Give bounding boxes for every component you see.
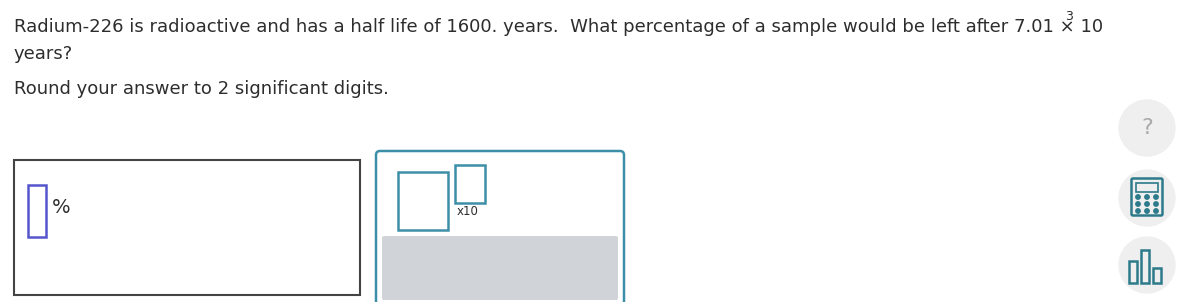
Text: ↺: ↺ (535, 248, 554, 268)
Circle shape (1154, 195, 1158, 199)
FancyBboxPatch shape (376, 151, 624, 302)
Circle shape (1135, 195, 1140, 199)
Text: ✕: ✕ (427, 248, 443, 267)
Text: Round your answer to 2 significant digits.: Round your answer to 2 significant digit… (14, 80, 389, 98)
Bar (28, 185, 46, 237)
FancyBboxPatch shape (382, 236, 618, 300)
Bar (1141, 250, 1150, 283)
Bar (1136, 183, 1158, 192)
Bar (455, 165, 485, 203)
Circle shape (1154, 209, 1158, 213)
Text: 3: 3 (1066, 10, 1073, 23)
Text: ?: ? (1141, 118, 1153, 138)
Bar (1129, 261, 1138, 283)
Text: years?: years? (14, 45, 73, 63)
Circle shape (1154, 202, 1158, 206)
Bar (1153, 268, 1162, 283)
Circle shape (1120, 100, 1175, 156)
Circle shape (1120, 170, 1175, 226)
Circle shape (1145, 202, 1150, 206)
Circle shape (1135, 202, 1140, 206)
Text: x10: x10 (457, 205, 479, 218)
Circle shape (1120, 237, 1175, 293)
Circle shape (1145, 209, 1150, 213)
Bar (398, 172, 448, 230)
Circle shape (1145, 195, 1150, 199)
Text: Radium-226 is radioactive and has a half life of 1600. years.  What percentage o: Radium-226 is radioactive and has a half… (14, 18, 1103, 36)
Circle shape (1135, 209, 1140, 213)
Text: %: % (52, 198, 71, 217)
FancyBboxPatch shape (14, 160, 360, 295)
